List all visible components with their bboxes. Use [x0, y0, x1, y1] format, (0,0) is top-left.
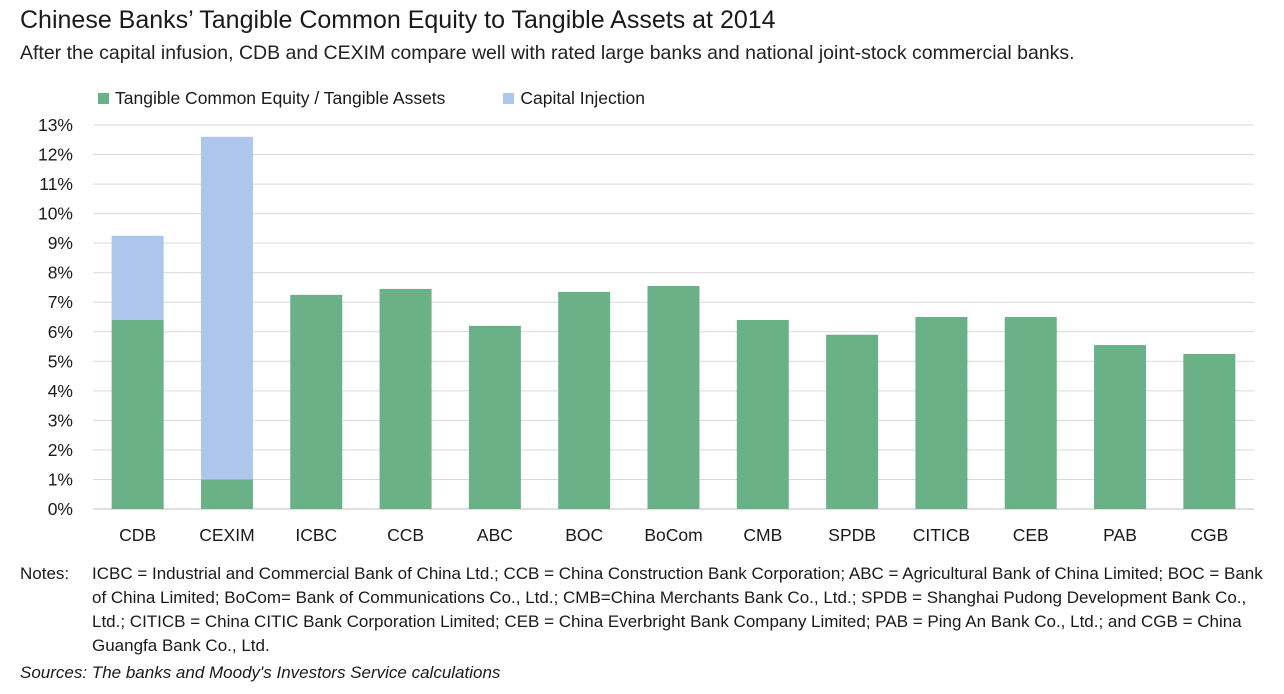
- legend-swatch-capital-injection: [503, 92, 515, 104]
- chart-title: Chinese Banks’ Tangible Common Equity to…: [20, 6, 776, 34]
- legend-item-capital-injection: Capital Injection: [503, 88, 645, 109]
- bar-tce-ceb: [1004, 317, 1057, 509]
- chart-subtitle: After the capital infusion, CDB and CEXI…: [20, 42, 1075, 64]
- bar-capital-injection-cdb: [111, 235, 164, 320]
- legend-label-capital-injection: Capital Injection: [520, 87, 645, 108]
- chart-legend: Tangible Common Equity / Tangible Assets…: [98, 86, 703, 110]
- y-tick-label: 13%: [38, 115, 73, 135]
- bar-tce-spdb: [826, 334, 879, 509]
- x-tick-label: BoCom: [644, 525, 702, 545]
- x-tick-label: CEB: [1013, 525, 1049, 545]
- x-tick-label: CMB: [743, 525, 782, 545]
- legend-label-tce: Tangible Common Equity / Tangible Assets: [115, 87, 446, 108]
- y-tick-label: 2%: [48, 440, 73, 460]
- notes-label: Notes:: [20, 564, 70, 583]
- bar-tce-boc: [558, 291, 611, 509]
- legend-item-tce: Tangible Common Equity / Tangible Assets: [98, 88, 445, 109]
- y-tick-label: 12%: [38, 145, 73, 165]
- x-tick-label: ICBC: [295, 525, 337, 545]
- bar-tce-icbc: [290, 294, 343, 509]
- bar-tce-pab: [1094, 345, 1147, 509]
- x-tick-label: SPDB: [828, 525, 876, 545]
- y-tick-label: 1%: [48, 469, 73, 489]
- bar-chart: 0% 1% 2% 3% 4% 5% 6% 7% 8% 9% 10% 11% 12% 13% CDB CEXIM…: [38, 115, 1254, 545]
- y-tick-label: 7%: [48, 292, 73, 312]
- x-tick-label: PAB: [1103, 525, 1137, 545]
- x-tick-label: ABC: [477, 525, 513, 545]
- bar-tce-ccb: [379, 288, 432, 509]
- x-tick-label: BOC: [565, 525, 603, 545]
- y-tick-label: 6%: [48, 322, 73, 342]
- y-tick-label: 11%: [39, 174, 73, 194]
- bar-tce-citicb: [915, 317, 968, 509]
- bar-tce-abc: [468, 325, 521, 509]
- bar-tce-cdb: [111, 319, 164, 509]
- bar-tce-bocom: [647, 285, 700, 509]
- y-tick-label: 5%: [48, 351, 73, 371]
- x-tick-label: CITICB: [913, 525, 970, 545]
- y-tick-label: 4%: [48, 381, 73, 401]
- notes: Notes: ICBC = Industrial and Commercial …: [20, 562, 1270, 658]
- bar-tce-cmb: [736, 319, 789, 509]
- x-tick-label: CCB: [387, 525, 424, 545]
- sources: Sources: The banks and Moody's Investors…: [20, 663, 501, 682]
- x-tick-label: CEXIM: [199, 525, 254, 545]
- y-tick-label: 0%: [48, 499, 73, 519]
- bar-tce-cgb: [1183, 353, 1236, 509]
- legend-swatch-tce: [98, 92, 109, 104]
- bar-tce-cexim: [200, 479, 253, 509]
- y-tick-label: 8%: [48, 263, 73, 283]
- y-tick-label: 3%: [48, 410, 73, 430]
- bar-capital-injection-cexim: [200, 136, 253, 480]
- x-tick-label: CGB: [1190, 525, 1228, 545]
- notes-text: ICBC = Industrial and Commercial Bank of…: [92, 564, 1263, 655]
- y-tick-label: 10%: [38, 204, 73, 224]
- y-tick-label: 9%: [48, 233, 73, 253]
- x-tick-label: CDB: [119, 525, 156, 545]
